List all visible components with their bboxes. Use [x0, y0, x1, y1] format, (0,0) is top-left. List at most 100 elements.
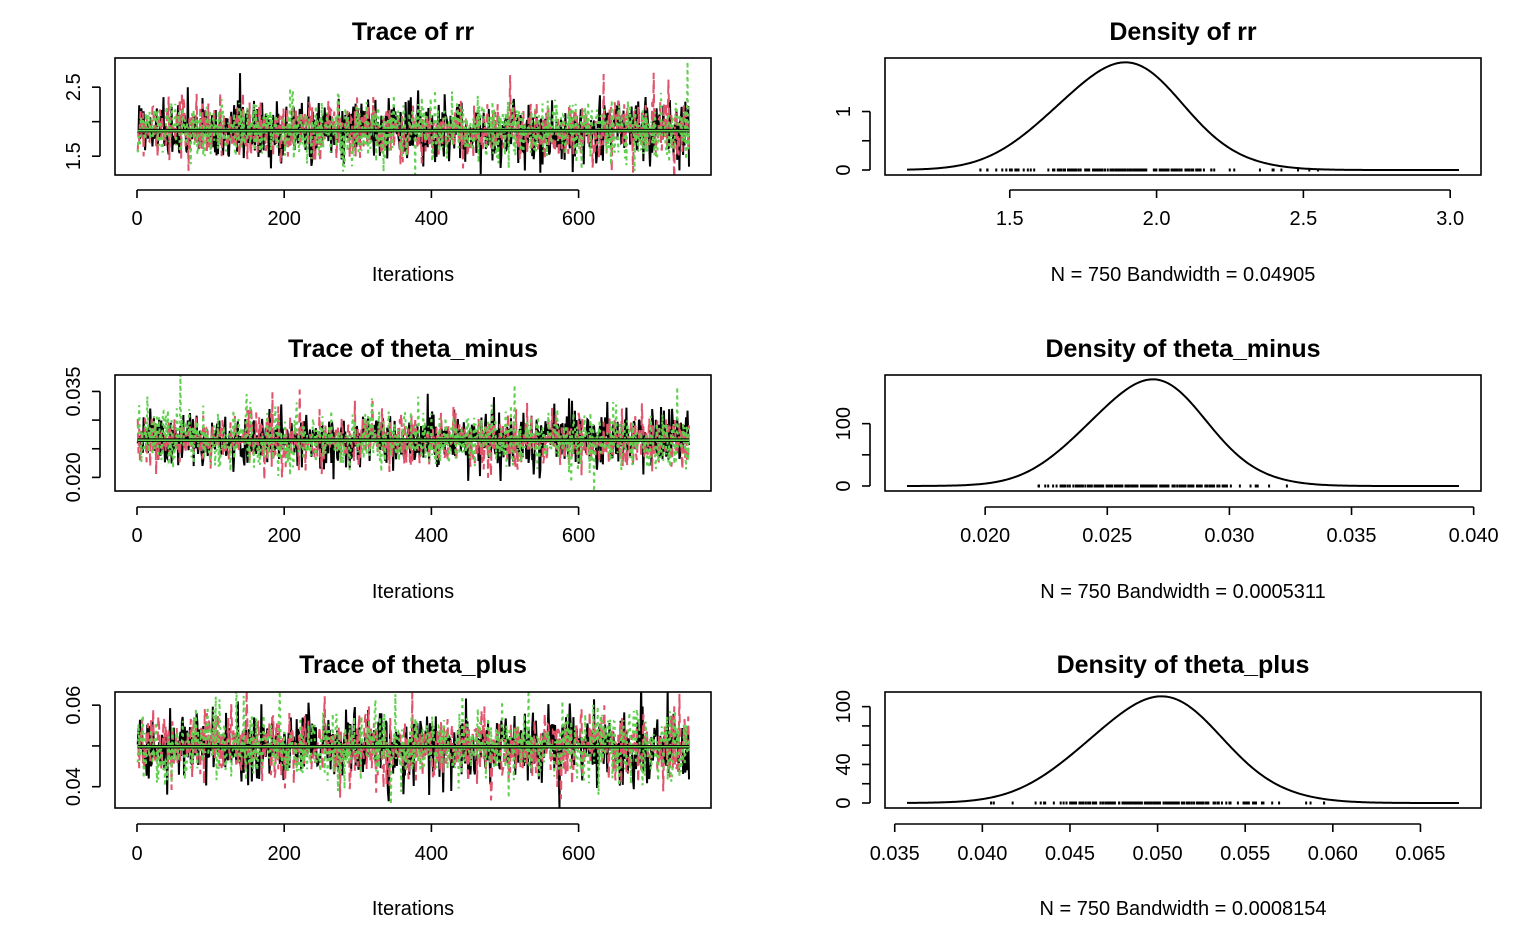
density-theta-minus-rug-mark	[1199, 484, 1202, 488]
density-theta-plus-rug-mark	[1124, 801, 1127, 805]
trace-theta-minus-x-tick-label: 0	[131, 525, 142, 547]
density-theta-plus-rug-mark	[1108, 801, 1111, 805]
density-theta-plus-rug-mark	[1217, 801, 1220, 805]
trace-rr-y-tick-label: 2.5	[63, 73, 85, 101]
density-theta-minus-rug-mark	[1184, 484, 1187, 488]
density-rr-rug-mark	[1010, 168, 1013, 172]
density-rr-rug-mark	[1095, 168, 1098, 172]
density-theta-minus-rug-mark	[1037, 484, 1040, 488]
density-rr-rug-mark	[1094, 168, 1097, 172]
density-theta-plus-y-tick-label: 0	[833, 797, 855, 808]
density-theta-minus-rug-mark	[1059, 484, 1062, 488]
trace-theta-plus-x-tick-label: 0	[131, 843, 142, 865]
density-theta-plus-rug-mark	[1180, 801, 1183, 805]
trace-theta-minus-x-tick-label: 400	[415, 525, 448, 547]
trace-theta-minus-title: Trace of theta_minus	[288, 335, 538, 363]
density-theta-plus-rug-mark	[1174, 801, 1177, 805]
density-theta-minus-rug-mark	[1143, 484, 1146, 488]
density-theta-minus-x-tick-label: 0.025	[1082, 525, 1132, 547]
density-theta-minus-rug-mark	[1102, 484, 1105, 488]
density-theta-plus-rug-mark	[1126, 801, 1129, 805]
density-rr-rug-mark	[1001, 168, 1004, 172]
density-rr-rug-mark	[1008, 168, 1011, 172]
density-theta-plus-rug-mark	[1044, 801, 1047, 805]
density-theta-plus-rug-mark	[1247, 801, 1250, 805]
density-theta-minus-rug-mark	[1249, 484, 1252, 488]
density-theta-plus-rug-mark	[1111, 801, 1114, 805]
density-theta-plus-rug-mark	[990, 801, 993, 805]
density-theta-plus-rug-mark	[1084, 801, 1087, 805]
density-theta-plus-rug-mark	[1070, 801, 1073, 805]
density-rr-rug-mark	[1190, 168, 1193, 172]
density-theta-minus-rug-mark	[1159, 484, 1162, 488]
density-rr-rug-mark	[1134, 168, 1137, 172]
trace-theta-minus-y-tick-label: 0.035	[63, 366, 85, 416]
density-theta-plus-rug-mark	[1262, 801, 1265, 805]
density-theta-minus-x-tick-label: 0.040	[1449, 525, 1499, 547]
density-theta-minus-rug-mark	[1151, 484, 1154, 488]
density-theta-plus-rug-mark	[1305, 801, 1308, 805]
trace-theta-plus-title: Trace of theta_plus	[299, 651, 527, 679]
density-rr-rug-mark	[1137, 168, 1140, 172]
density-theta-minus-rug-mark	[1181, 484, 1184, 488]
density-theta-minus-rug-mark	[1098, 484, 1101, 488]
density-rr-rug-mark	[995, 168, 998, 172]
trace-theta-plus-y-tick-label: 0.04	[63, 767, 85, 806]
density-rr-rug-mark	[1171, 168, 1174, 172]
density-theta-plus-x-tick-label: 0.060	[1308, 843, 1358, 865]
density-theta-plus-rug-mark	[1202, 801, 1205, 805]
density-theta-minus-rug-mark	[1078, 484, 1081, 488]
density-theta-plus-x-tick-label: 0.035	[870, 843, 920, 865]
density-theta-minus-rug-mark	[1075, 484, 1078, 488]
density-theta-minus-rug-mark	[1124, 484, 1127, 488]
density-rr-rug-mark	[1167, 168, 1170, 172]
density-theta-minus-rug-mark	[1120, 484, 1123, 488]
density-theta-minus-rug-mark	[1155, 484, 1158, 488]
density-theta-plus-y-tick-label: 40	[833, 753, 855, 775]
density-theta-plus-rug-mark	[1169, 801, 1172, 805]
density-rr-rug-mark	[1199, 168, 1202, 172]
density-theta-plus-rug-mark	[1043, 801, 1046, 805]
density-rr-rug-mark	[1192, 168, 1195, 172]
density-theta-plus-rug-mark	[1271, 801, 1274, 805]
density-theta-minus-rug-mark	[1117, 484, 1120, 488]
density-rr-rug-mark	[1106, 168, 1109, 172]
density-theta-minus-rug-mark	[1195, 484, 1198, 488]
density-rr-rug-mark	[1079, 168, 1082, 172]
density-theta-minus-rug-mark	[1140, 484, 1143, 488]
density-rr-rug-mark	[1015, 168, 1018, 172]
trace-rr-chain-1-line	[136, 73, 690, 175]
density-theta-plus-rug-mark	[1164, 801, 1167, 805]
density-rr-rug-mark	[1098, 168, 1101, 172]
density-rr-rug-mark	[1180, 168, 1183, 172]
density-theta-minus-rug-mark	[1062, 484, 1065, 488]
density-theta-minus-rug-mark	[1088, 484, 1091, 488]
density-theta-minus-rug-mark	[1210, 484, 1213, 488]
density-theta-plus-rug-mark	[1147, 801, 1150, 805]
density-theta-plus-rug-mark	[1113, 801, 1116, 805]
density-theta-minus-rug-mark	[1222, 484, 1225, 488]
density-theta-plus-rug-mark	[992, 801, 995, 805]
density-theta-minus-rug-mark	[1163, 484, 1166, 488]
density-theta-plus-frame	[884, 691, 1482, 809]
density-rr-rug-mark	[1210, 168, 1213, 172]
density-theta-minus-rug-mark	[1189, 484, 1192, 488]
trace-rr-plot-area	[136, 61, 690, 175]
density-theta-minus-rug-mark	[1216, 484, 1219, 488]
density-theta-minus-rug-mark	[1167, 484, 1170, 488]
density-theta-minus-rug-mark	[1205, 484, 1208, 488]
density-theta-minus-rug-mark	[1176, 484, 1179, 488]
density-theta-minus-rug-mark	[1209, 484, 1212, 488]
density-theta-plus-rug-mark	[1081, 801, 1084, 805]
density-theta-plus-rug-mark	[1162, 801, 1165, 805]
trace-theta-minus-xlabel: Iterations	[372, 581, 454, 603]
trace-theta-plus-chain-3-line	[136, 692, 690, 805]
density-theta-plus-rug-mark	[1236, 801, 1239, 805]
density-theta-plus-rug-mark	[1062, 801, 1065, 805]
trace-rr-frame	[114, 57, 712, 176]
density-rr-density-curve	[906, 61, 1459, 171]
density-rr-rug-mark	[1152, 168, 1155, 172]
density-theta-minus-rug-mark	[1111, 484, 1114, 488]
density-rr-rug-mark	[1071, 168, 1074, 172]
density-theta-minus-density-curve	[907, 378, 1459, 487]
